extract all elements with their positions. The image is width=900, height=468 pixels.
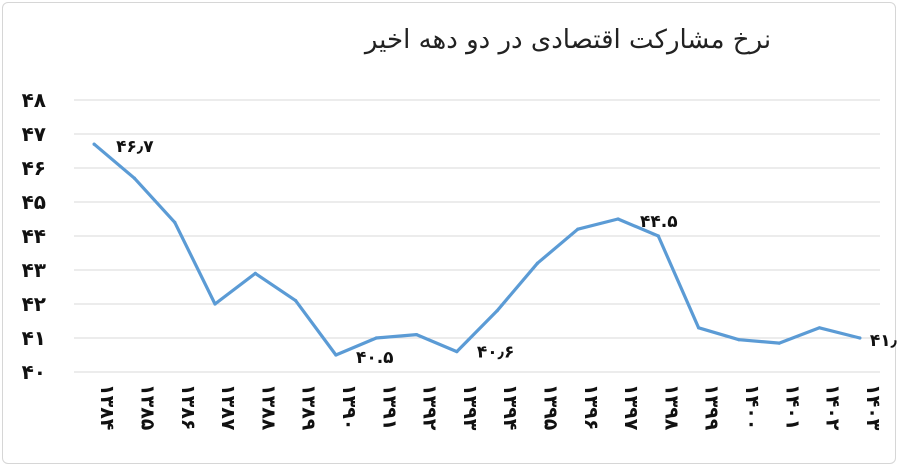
data-label: ۴۰٫۶ xyxy=(477,343,514,363)
data-label: ۴۶٫۷ xyxy=(116,137,154,157)
x-tick-label: ۱۴۰۱ xyxy=(781,384,803,430)
x-tick-label: ۱۳۹۶ xyxy=(580,384,602,430)
data-point xyxy=(132,176,137,180)
x-tick-label: ۱۳۹۲ xyxy=(419,384,441,431)
data-point xyxy=(616,217,620,221)
data-point xyxy=(817,326,822,330)
x-tick-label: ۱۴۰۰ xyxy=(741,384,763,430)
data-point xyxy=(697,326,701,330)
x-tick-label: ۱۳۹۷ xyxy=(620,384,642,431)
data-label: ۴۴.۵ xyxy=(640,212,678,232)
y-tick-label: ۴۲ xyxy=(22,292,46,316)
series-line xyxy=(92,142,862,357)
x-tick-label: ۱۳۸۸ xyxy=(257,384,279,431)
y-tick-label: ۴۵ xyxy=(22,190,46,214)
data-point xyxy=(495,309,499,313)
data-label: ۴۰.۵ xyxy=(356,348,394,368)
y-tick-label: ۴۳ xyxy=(22,258,46,282)
data-point xyxy=(173,220,177,224)
x-tick-label: ۱۳۹۵ xyxy=(539,384,561,431)
x-tick-label: ۱۴۰۲ xyxy=(822,384,844,431)
x-tick-label: ۱۳۸۷ xyxy=(217,384,239,431)
data-point xyxy=(374,336,378,340)
data-point xyxy=(858,336,862,340)
x-tick-label: ۱۳۸۶ xyxy=(177,384,199,430)
data-point xyxy=(414,333,419,337)
y-tick-label: ۴۶ xyxy=(22,156,46,180)
data-point xyxy=(253,271,257,275)
chart-title: نرخ مشارکت اقتصادی در دو دهه اخیر xyxy=(363,25,771,55)
y-tick-label: ۴۴ xyxy=(22,224,46,248)
data-point xyxy=(92,142,96,146)
x-tick-label: ۱۴۰۳ xyxy=(862,384,884,431)
x-tick-label: ۱۳۸۹ xyxy=(298,384,320,431)
data-point xyxy=(576,227,580,231)
x-tick-label: ۱۳۹۳ xyxy=(459,384,481,431)
x-tick-label: ۱۳۹۹ xyxy=(701,384,723,431)
data-point xyxy=(777,341,781,345)
x-tick-label: ۱۳۹۸ xyxy=(660,384,682,431)
x-tick-label: ۱۳۸۴ xyxy=(96,384,118,430)
y-tick-label: ۴۸ xyxy=(22,88,46,112)
data-point xyxy=(213,302,217,306)
data-point xyxy=(737,338,741,342)
data-label: ۴۱٫۰ xyxy=(870,331,900,351)
y-tick-label: ۴۰ xyxy=(22,360,46,384)
data-point xyxy=(455,350,459,354)
data-point xyxy=(656,234,660,238)
x-tick-label: ۱۳۹۱ xyxy=(378,384,400,430)
y-tick-label: ۴۱ xyxy=(22,326,46,350)
data-point xyxy=(294,299,298,303)
x-tick-label: ۱۳۹۴ xyxy=(499,384,521,430)
x-tick-label: ۱۳۸۵ xyxy=(136,384,158,431)
y-tick-label: ۴۷ xyxy=(22,122,46,146)
data-point xyxy=(535,261,540,265)
x-tick-label: ۱۳۹۰ xyxy=(338,384,360,430)
data-point xyxy=(334,353,338,357)
